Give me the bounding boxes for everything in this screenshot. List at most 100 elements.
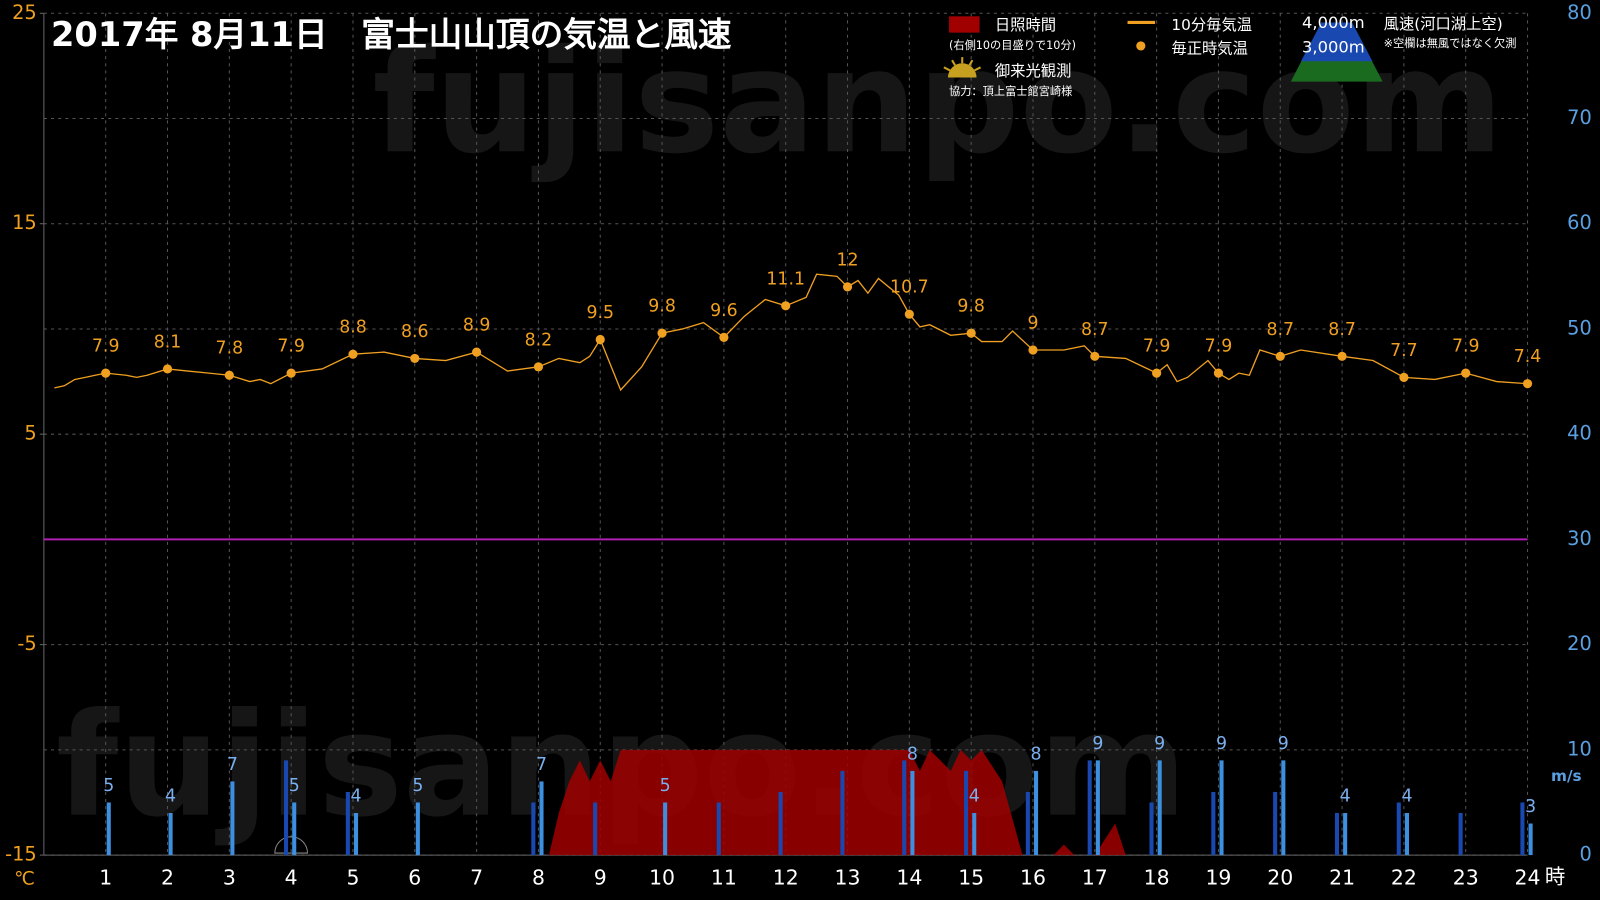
- legend-swatch: [1136, 41, 1146, 51]
- x-tick-label: 18: [1144, 866, 1170, 890]
- x-tick-label: 1: [99, 866, 112, 890]
- wind-bar: [168, 813, 173, 856]
- marks: 7.9 8.1 7.8 7.9 8.8 8.6 8.9 8.2 9.5 9.8 9.6 11.1 12 1…: [54, 250, 1541, 856]
- y2-tick-label: 30: [1567, 527, 1592, 550]
- hourly-point: [101, 368, 111, 378]
- x-tick-label: 3: [223, 866, 236, 890]
- data-label: 8.8: [339, 318, 367, 338]
- data-label: 9.8: [648, 297, 676, 317]
- wind-bar: [1520, 802, 1525, 856]
- data-label: 4: [165, 787, 176, 807]
- wind-bar: [1528, 823, 1533, 856]
- x-tick-label: 14: [896, 866, 922, 890]
- wind-bar: [230, 781, 235, 856]
- y2-tick-label: 60: [1567, 211, 1592, 234]
- x-tick-label: 13: [835, 866, 861, 890]
- legend-note: ※空欄は無風ではなく欠測: [1384, 36, 1517, 50]
- wind-bar: [1219, 760, 1224, 856]
- wind-bar: [1334, 813, 1340, 856]
- x-tick-label: 17: [1082, 866, 1108, 890]
- hourly-point: [781, 301, 791, 311]
- wind-bar: [1149, 802, 1154, 856]
- x-axis-unit: 時: [1545, 865, 1565, 889]
- wind-bar: [716, 802, 721, 856]
- wind-bar: [1211, 791, 1216, 856]
- data-label: 8.7: [1266, 320, 1294, 340]
- x-tick-label: 20: [1267, 866, 1293, 890]
- legend-label: 日照時間: [995, 16, 1056, 34]
- x-tick-label: 22: [1391, 866, 1417, 890]
- x-tick-label: 11: [711, 866, 737, 890]
- x-tick-label: 21: [1329, 866, 1355, 890]
- wind-bar: [531, 802, 536, 856]
- data-label: 7.9: [92, 337, 120, 357]
- data-label: 7.9: [277, 337, 305, 357]
- hourly-point: [224, 370, 234, 380]
- data-label: 7.9: [1452, 337, 1480, 357]
- sunshine-area: [548, 749, 1126, 856]
- hourly-point: [1461, 368, 1471, 378]
- wind-bar: [972, 813, 977, 856]
- x-tick-label: 24: [1515, 866, 1541, 890]
- data-label: 8: [907, 745, 918, 765]
- wind-bar: [284, 760, 289, 856]
- wind-bar: [840, 770, 845, 856]
- x-tick-label: 15: [958, 866, 984, 890]
- y-tick-label: -5: [17, 632, 36, 655]
- y2-axis-unit: m/s: [1551, 767, 1582, 785]
- data-label: 7.9: [1143, 337, 1171, 357]
- data-label: 9: [1092, 734, 1103, 754]
- data-label: 4: [351, 787, 362, 807]
- wind-bar: [1087, 760, 1092, 856]
- y-tick-label: 25: [12, 1, 37, 24]
- data-label: 5: [660, 776, 671, 796]
- legend-label: 4,000m: [1302, 13, 1365, 32]
- y2-tick-label: 10: [1567, 737, 1592, 760]
- data-label: 11.1: [766, 269, 805, 289]
- hourly-point: [533, 362, 544, 372]
- x-tick-label: 8: [532, 866, 545, 890]
- wind-bar: [1034, 770, 1039, 856]
- hourly-point: [904, 309, 914, 319]
- data-label: 7.9: [1205, 337, 1233, 357]
- x-tick-label: 16: [1020, 866, 1046, 890]
- grid: [39, 12, 1529, 856]
- data-label: 10.7: [890, 278, 929, 298]
- data-label: 5: [103, 776, 114, 796]
- wind-bar: [1343, 813, 1348, 856]
- data-label: 7.8: [216, 339, 244, 359]
- data-label: 8.2: [525, 330, 553, 350]
- data-label: 8.1: [154, 332, 182, 352]
- x-tick-label: 19: [1205, 866, 1231, 890]
- hourly-point: [1275, 351, 1285, 361]
- wind-bar: [1458, 813, 1463, 856]
- hourly-point: [1028, 345, 1038, 355]
- hourly-point: [348, 349, 358, 359]
- x-tick-label: 12: [773, 866, 799, 890]
- y2-tick-label: 20: [1567, 632, 1592, 655]
- plot-root: fujisanpo.com fujisanpo.com 7.98.17.87.9…: [5, 1, 1592, 890]
- wind-bar: [106, 802, 111, 856]
- x-tick-label: 7: [470, 866, 483, 890]
- wind-bar: [1025, 791, 1030, 856]
- hourly-point: [1213, 368, 1224, 378]
- data-label: 9: [1278, 734, 1289, 754]
- data-label: 8.6: [401, 322, 429, 342]
- hourly-point: [162, 364, 173, 374]
- x-tick-label: 5: [346, 866, 359, 890]
- legend-label: 毎正時気温: [1171, 39, 1247, 57]
- wind-bar: [1273, 791, 1278, 856]
- y-axis-unit: ℃: [14, 869, 35, 890]
- hourly-point: [1522, 379, 1533, 389]
- hourly-point: [657, 328, 667, 338]
- hourly-point: [472, 347, 482, 357]
- data-label: 7.7: [1390, 341, 1418, 361]
- wind-bar: [902, 760, 907, 856]
- hourly-point: [1090, 351, 1100, 361]
- wind-bar: [353, 813, 359, 856]
- legend-swatch: [948, 16, 980, 33]
- wind-bar: [1396, 802, 1401, 856]
- wind-bar: [663, 802, 668, 856]
- legend-note: (右側10の目盛りで10分): [949, 38, 1076, 52]
